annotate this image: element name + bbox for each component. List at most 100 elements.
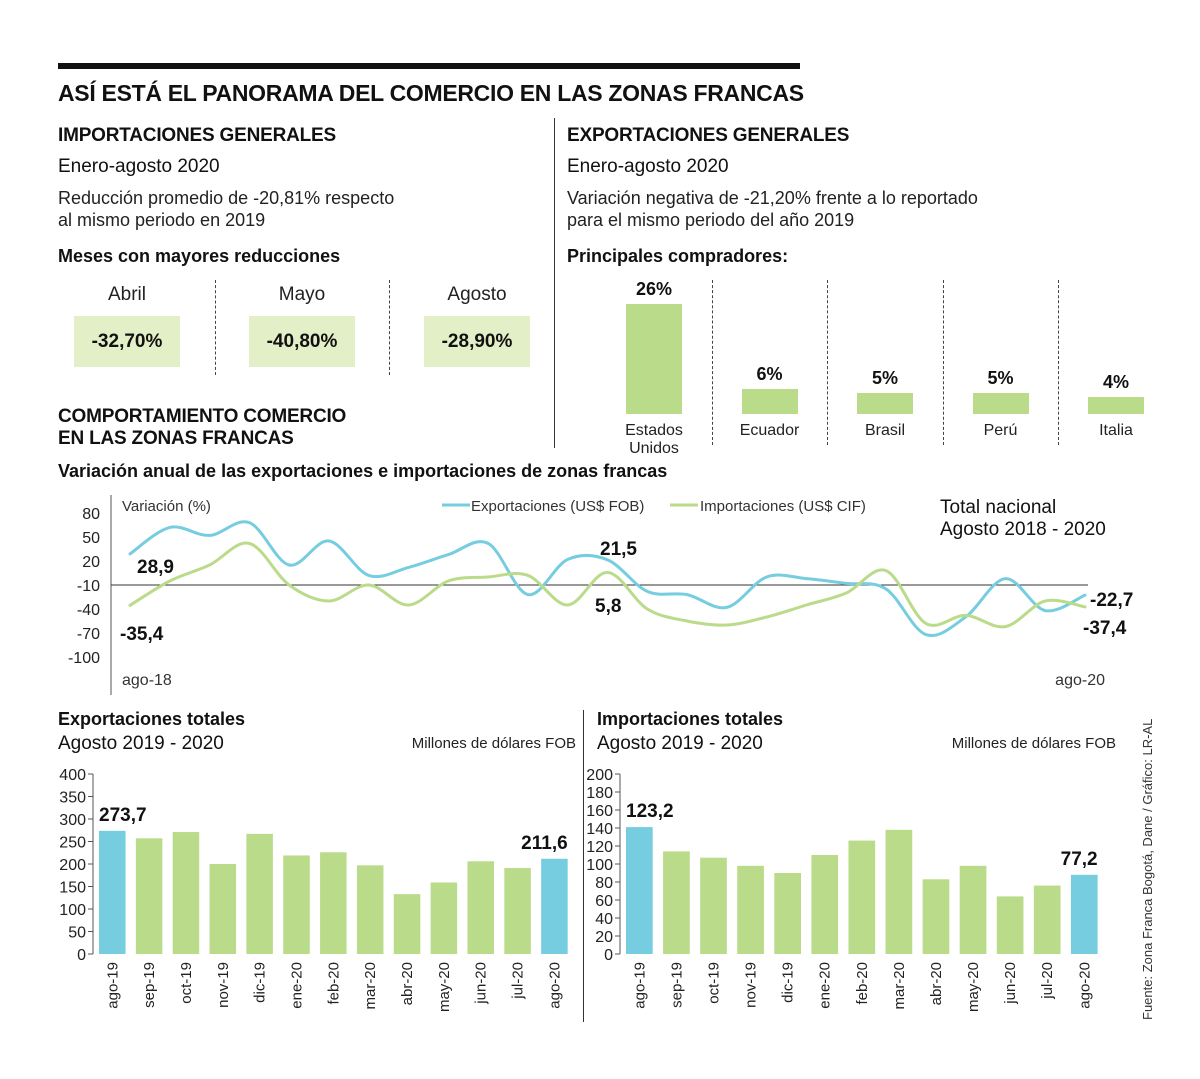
bar — [172, 832, 200, 954]
buyer-percent-label: 26% — [635, 279, 673, 299]
mes-label: Abril — [107, 284, 146, 305]
compradores-chart: 26% Estados Unidos 6% Ecuador 5% Brasil 5% Perú… — [556, 270, 1144, 457]
mes-label: Mayo — [278, 284, 326, 305]
importaciones-period: Enero-agosto 2020 — [58, 156, 220, 177]
x-tick-label: ago-20 — [1076, 962, 1093, 1009]
exportaciones-totales-title: Exportaciones totales — [58, 709, 246, 729]
bar — [135, 838, 163, 954]
bar — [356, 865, 384, 954]
x-tick-label: ago-19 — [104, 962, 121, 1009]
buyer-percent-label: 4% — [1102, 372, 1129, 393]
buyer-bar — [972, 392, 1029, 414]
y-tick-label: 80 — [595, 875, 613, 892]
data-label: -37,4 — [1083, 618, 1127, 639]
x-tick-label: nov-19 — [215, 962, 232, 1008]
x-tick-label: jun-20 — [473, 962, 490, 1005]
buyer-country-label: Estados Unidos — [625, 422, 683, 457]
bar — [922, 879, 950, 954]
y-tick-label: 40 — [595, 911, 613, 928]
importaciones-line — [128, 541, 1087, 629]
chart-subtitle: Agosto 2018 - 2020 — [940, 519, 1106, 540]
y-tick-label: 80 — [82, 506, 100, 523]
bar — [700, 857, 727, 954]
y-tick-label: 50 — [68, 925, 86, 942]
legend-label-exportaciones: Exportaciones (US$ FOB) — [471, 498, 644, 515]
mes-card: Mayo -40,80% — [249, 284, 355, 367]
compradores-heading: Principales compradores: — [567, 246, 789, 266]
x-tick-label: ene-20 — [288, 962, 305, 1009]
bar-value-label: 273,7 — [99, 805, 147, 826]
mes-value: -40,80% — [249, 316, 355, 367]
x-tick-label: ago-20 — [546, 962, 563, 1009]
y-tick-label: 140 — [586, 821, 613, 838]
x-start-label: ago-18 — [122, 672, 172, 689]
mes-label: Agosto — [447, 284, 507, 305]
x-tick-label: dic-19 — [252, 962, 269, 1003]
y-tick-label: 0 — [604, 947, 613, 964]
y-tick-label: 300 — [59, 812, 86, 829]
comportamiento-heading: COMPORTAMIENTO COMERCIO EN LAS ZONAS FRA… — [58, 406, 346, 450]
y-tick-label: 100 — [59, 902, 86, 919]
y-tick-label: -10 — [77, 578, 100, 595]
divider — [1058, 280, 1060, 445]
comportamiento-heading-line1: COMPORTAMIENTO COMERCIO — [58, 406, 347, 427]
data-label: -22,7 — [1090, 590, 1133, 611]
x-tick-label: nov-19 — [743, 962, 760, 1008]
bar — [1070, 874, 1098, 954]
x-tick-label: mar-20 — [362, 962, 379, 1010]
legend-label-importaciones: Importaciones (US$ CIF) — [700, 498, 866, 515]
comportamiento-heading-line2: EN LAS ZONAS FRANCAS — [58, 428, 294, 449]
x-end-label: ago-20 — [1055, 672, 1105, 689]
x-tick-label: mar-20 — [891, 962, 908, 1010]
divider — [215, 280, 216, 375]
x-tick-label: jul-20 — [1039, 962, 1056, 1000]
y-tick-label: 20 — [82, 554, 100, 571]
x-tick-label: may-20 — [965, 962, 982, 1012]
x-tick-label: jul-20 — [510, 962, 527, 1000]
meses-heading: Meses con mayores reducciones — [58, 246, 341, 266]
x-tick-label: sep-19 — [668, 962, 685, 1008]
bar — [320, 852, 347, 954]
mes-card: Agosto -28,90% — [424, 284, 530, 367]
y-tick-label: -100 — [68, 650, 100, 667]
importaciones-desc-line2: al mismo periodo en 2019 — [58, 210, 266, 230]
exportaciones-totales-subtitle: Agosto 2019 - 2020 — [58, 733, 224, 754]
y-tick-label: 200 — [59, 857, 86, 874]
bar — [430, 882, 458, 954]
exportaciones-line — [128, 520, 1087, 638]
section-divider — [554, 118, 555, 448]
y-axis-label: Variación (%) — [122, 498, 211, 515]
y-tick-label: 160 — [586, 803, 613, 820]
divider — [389, 280, 390, 375]
importaciones-desc-line1: Reducción promedio de -20,81% respecto — [58, 188, 395, 208]
data-label: 28,9 — [137, 557, 174, 578]
x-tick-label: oct-19 — [706, 962, 723, 1004]
bar — [626, 827, 653, 954]
divider — [711, 280, 713, 445]
bar — [959, 865, 987, 954]
y-tick-label: 350 — [59, 790, 86, 807]
chart-divider — [583, 710, 584, 1022]
x-tick-label: may-20 — [436, 962, 453, 1012]
x-tick-label: abr-20 — [928, 962, 945, 1005]
buyer-bar — [857, 392, 913, 414]
x-tick-label: feb-20 — [325, 962, 342, 1005]
importaciones-desc: Reducción promedio de -20,81% respecto a… — [58, 187, 394, 231]
data-label: 5,8 — [595, 596, 621, 617]
bar-value-label: 77,2 — [1061, 849, 1098, 870]
mes-card: Abril -32,70% — [74, 284, 180, 367]
bar — [504, 868, 531, 954]
importaciones-heading: IMPORTACIONES GENERALES — [58, 125, 336, 146]
divider — [827, 280, 829, 445]
bar — [774, 873, 802, 954]
mes-value: -28,90% — [424, 316, 530, 367]
bar — [737, 865, 764, 954]
buyer-country-label: Perú — [983, 422, 1018, 439]
exportaciones-desc-line1: Variación negativa de -21,20% frente a l… — [567, 188, 978, 208]
bar — [885, 829, 913, 954]
x-tick-label: sep-19 — [141, 962, 158, 1008]
exportaciones-desc: Variación negativa de -21,20% frente a l… — [567, 187, 978, 231]
mes-value: -32,70% — [74, 316, 180, 367]
bar — [663, 851, 690, 954]
